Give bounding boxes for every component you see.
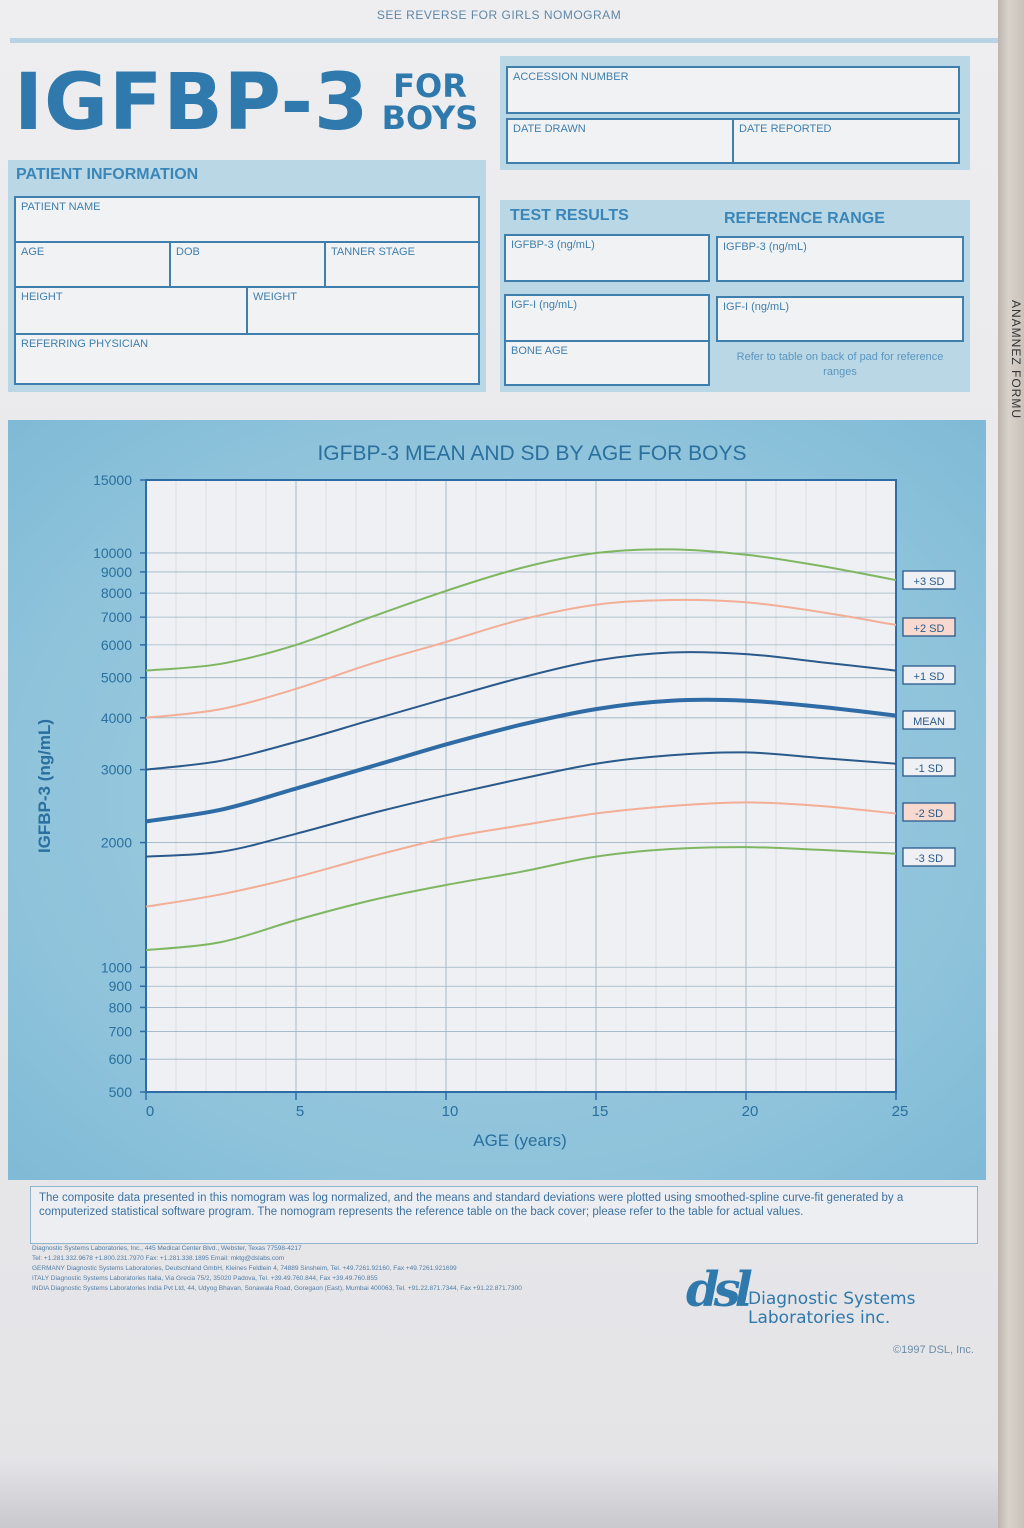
footnote: The composite data presented in this nom…: [30, 1186, 978, 1244]
y-tick-label: 10000: [93, 545, 132, 561]
subtitle-line-2: BOYS: [381, 99, 479, 137]
date-drawn-field[interactable]: DATE DRAWN: [506, 118, 734, 164]
y-tick-label: 7000: [101, 609, 132, 625]
plot-frame: [145, 479, 897, 1093]
company-name: Diagnostic Systems Laboratories inc.: [748, 1290, 915, 1328]
top-note: SEE REVERSE FOR GIRLS NOMOGRAM: [376, 8, 622, 22]
date-reported-field[interactable]: DATE REPORTED: [732, 118, 960, 164]
igfbp3-result-field[interactable]: IGFBP-3 (ng/mL): [504, 234, 710, 282]
series-line: [145, 846, 897, 952]
y-tick-label: 6000: [101, 637, 132, 653]
x-tick-label: 20: [742, 1103, 759, 1120]
series-label: +2 SD: [914, 623, 945, 635]
dsl-logo-mark: dsl: [686, 1262, 753, 1318]
y-tick-label: 700: [109, 1023, 133, 1039]
address-line: Tel: +1.281.332.9678 +1.800.231.7970 Fax…: [32, 1255, 285, 1262]
accession-number-field[interactable]: ACCESSION NUMBER: [506, 66, 960, 114]
edge-text: ANAMNEZ FORMU: [1009, 300, 1023, 419]
igf1-reference-field[interactable]: IGF-I (ng/mL): [716, 296, 964, 342]
series-line: [145, 598, 897, 719]
igf1-result-field[interactable]: IGF-I (ng/mL): [504, 294, 710, 342]
sheet-shadow: [0, 1460, 998, 1528]
company-name-line-1: Diagnostic Systems: [748, 1289, 916, 1309]
series-line: [145, 697, 897, 824]
series-label: +1 SD: [914, 671, 945, 683]
chart-title: IGFBP-3 MEAN AND SD BY AGE FOR BOYS: [317, 442, 746, 465]
y-tick-label: 600: [109, 1051, 133, 1067]
form-title: IGFBP-3: [14, 58, 370, 148]
series-label: -1 SD: [915, 763, 943, 775]
series-line: [145, 651, 897, 771]
y-tick-label: 900: [109, 978, 133, 994]
series-line: [145, 548, 897, 672]
y-tick-label: 15000: [93, 472, 132, 488]
top-divider: [10, 38, 998, 43]
reference-range-heading: REFERENCE RANGE: [724, 210, 885, 227]
address-line: GERMANY Diagnostic Systems Laboratories,…: [32, 1265, 457, 1272]
series-line: [145, 751, 897, 858]
address-line: INDIA Diagnostic Systems Laboratories In…: [32, 1285, 522, 1292]
test-results-heading: TEST RESULTS: [510, 207, 629, 224]
address-line: ITALY Diagnostic Systems Laboratories It…: [32, 1275, 378, 1282]
copyright: ©1997 DSL, Inc.: [893, 1344, 974, 1356]
y-tick-label: 4000: [101, 710, 132, 726]
weight-field[interactable]: WEIGHT: [246, 286, 480, 336]
y-tick-label: 9000: [101, 564, 132, 580]
y-tick-label: 1000: [101, 959, 132, 975]
series-label-box: [902, 847, 956, 867]
subtitle-line-1: FOR: [393, 67, 467, 105]
x-tick-label: 5: [296, 1103, 304, 1120]
nomogram-chart: 500 600 700 800 900 1000 2000 3000 4000 5000 6000 7…: [35, 442, 956, 1150]
series-label-box: [902, 757, 956, 777]
series-label: +3 SD: [914, 576, 945, 588]
y-tick-label: 2000: [101, 835, 132, 851]
series-label: MEAN: [913, 716, 945, 728]
series-label-box: [902, 802, 956, 822]
series-label-box: [902, 665, 956, 685]
background-sheet-edge: [998, 0, 1024, 1528]
x-tick-label: 0: [146, 1103, 154, 1120]
x-axis-label: AGE (years): [473, 1131, 567, 1150]
patient-info-heading: PATIENT INFORMATION: [16, 166, 199, 183]
igfbp3-reference-field[interactable]: IGFBP-3 (ng/mL): [716, 236, 964, 282]
plot-area: [146, 480, 896, 1092]
y-tick-label: 3000: [101, 762, 132, 778]
referring-physician-field[interactable]: REFERRING PHYSICIAN: [14, 333, 480, 385]
y-axis-label: IGFBP-3 (ng/mL): [35, 719, 54, 853]
reference-note: Refer to table on back of pad for refere…: [736, 351, 944, 378]
form-subtitle: FOR BOYS: [380, 70, 480, 134]
series-label-box: [902, 710, 956, 730]
address-block: Diagnostic Systems Laboratories, Inc., 4…: [32, 1244, 592, 1294]
height-field[interactable]: HEIGHT: [14, 286, 248, 336]
y-tick-label: 5000: [101, 670, 132, 686]
series-label-box: [902, 570, 956, 590]
company-name-line-2: Laboratories inc.: [748, 1308, 891, 1328]
tanner-stage-field[interactable]: TANNER STAGE: [324, 241, 480, 289]
y-tick-label: 8000: [101, 585, 132, 601]
y-tick-label: 800: [109, 999, 133, 1015]
y-tick-label: 500: [109, 1084, 133, 1100]
x-tick-label: 15: [592, 1103, 609, 1120]
series-label: -3 SD: [915, 853, 943, 865]
x-tick-label: 10: [442, 1103, 459, 1120]
x-tick-label: 25: [892, 1103, 909, 1120]
bone-age-field[interactable]: BONE AGE: [504, 340, 710, 386]
address-line: Diagnostic Systems Laboratories, Inc., 4…: [32, 1245, 302, 1252]
series-line: [145, 801, 897, 908]
series-label-box: [902, 617, 956, 637]
series-label: -2 SD: [915, 808, 943, 820]
